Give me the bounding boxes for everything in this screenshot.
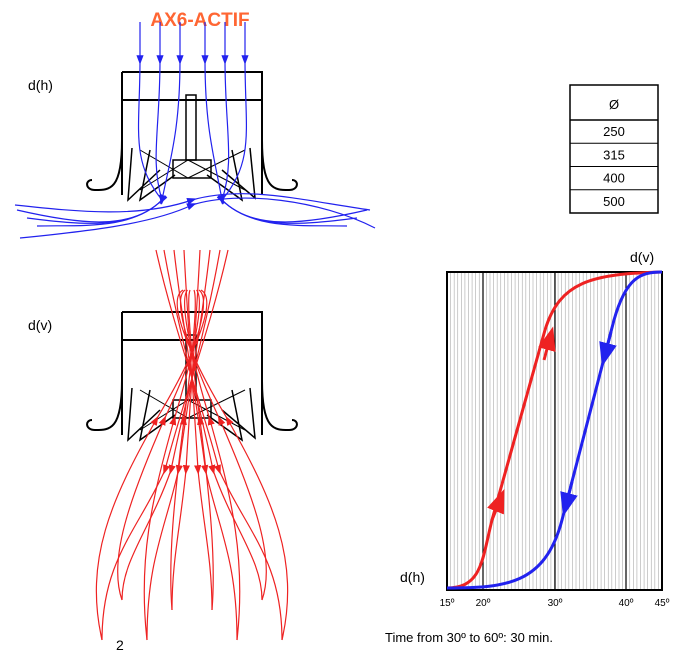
air-flow-out [171, 249, 201, 611]
x-tick-label: 15º [440, 598, 455, 609]
x-tick-label: 20º [476, 598, 491, 609]
table-cell: 500 [603, 194, 625, 209]
figure-number: 2 [116, 637, 124, 653]
table-cell: 400 [603, 171, 625, 186]
table-border [569, 84, 659, 214]
air-flow-out [176, 289, 289, 641]
diffuser-part [86, 379, 123, 432]
caption: Time from 30º to 60º: 30 min. [385, 630, 553, 645]
closing-curve [446, 270, 663, 590]
air-flow-out [183, 249, 213, 611]
diffuser-part [261, 379, 298, 432]
air-flow-out [117, 289, 205, 601]
bottom-label: d(v) [28, 317, 52, 333]
graph-frame [446, 271, 663, 591]
air-flow-in [19, 197, 376, 239]
arrow [599, 331, 617, 367]
air-flow-out [101, 249, 229, 641]
diameter-table: Ø 250 315 400 500 [569, 84, 659, 214]
airflow [14, 22, 376, 641]
air-flow-out [146, 249, 211, 641]
air-flow-out [95, 289, 208, 641]
diffuser-part [139, 389, 246, 431]
graph-bottom-label: d(h) [400, 569, 425, 585]
diffuser-part [261, 139, 298, 192]
air-flow-out [143, 289, 200, 641]
air-flow-in [14, 193, 371, 213]
x-tick-label: 45º [655, 598, 670, 609]
x-tick-label: 30º [548, 598, 563, 609]
diffuser-top [86, 71, 298, 202]
air-flow-in [36, 22, 184, 227]
diffuser-part [86, 139, 123, 192]
top-label: d(h) [28, 77, 53, 93]
title: AX6-ACTIF [150, 10, 249, 31]
arrow [538, 326, 556, 361]
air-flow-in [16, 22, 166, 223]
diffuser-part [127, 387, 256, 442]
air-flow-in [201, 22, 368, 223]
table-cell: 315 [603, 147, 625, 162]
air-flow-out [155, 249, 283, 641]
diffuser-part [185, 94, 197, 161]
diffuser-part [127, 147, 256, 202]
air-flow-out [188, 289, 214, 611]
hub [172, 399, 212, 419]
air-flow-out [184, 289, 241, 641]
table-cell: 250 [603, 124, 625, 139]
graph-top-label: d(v) [630, 249, 654, 265]
air-flow-out [173, 249, 238, 641]
air-flow-out [170, 289, 196, 611]
arrow [560, 481, 578, 517]
x-tick-label: 40º [619, 598, 634, 609]
arrow [487, 488, 505, 521]
table-header: Ø [609, 97, 619, 112]
air-flow-in [218, 22, 348, 227]
air-flow-out [121, 249, 221, 601]
graph: 15º 20º 30º 40º 45º d(v) d(h) Time from 30º to … [385, 249, 670, 645]
air-flow-out [163, 249, 263, 601]
